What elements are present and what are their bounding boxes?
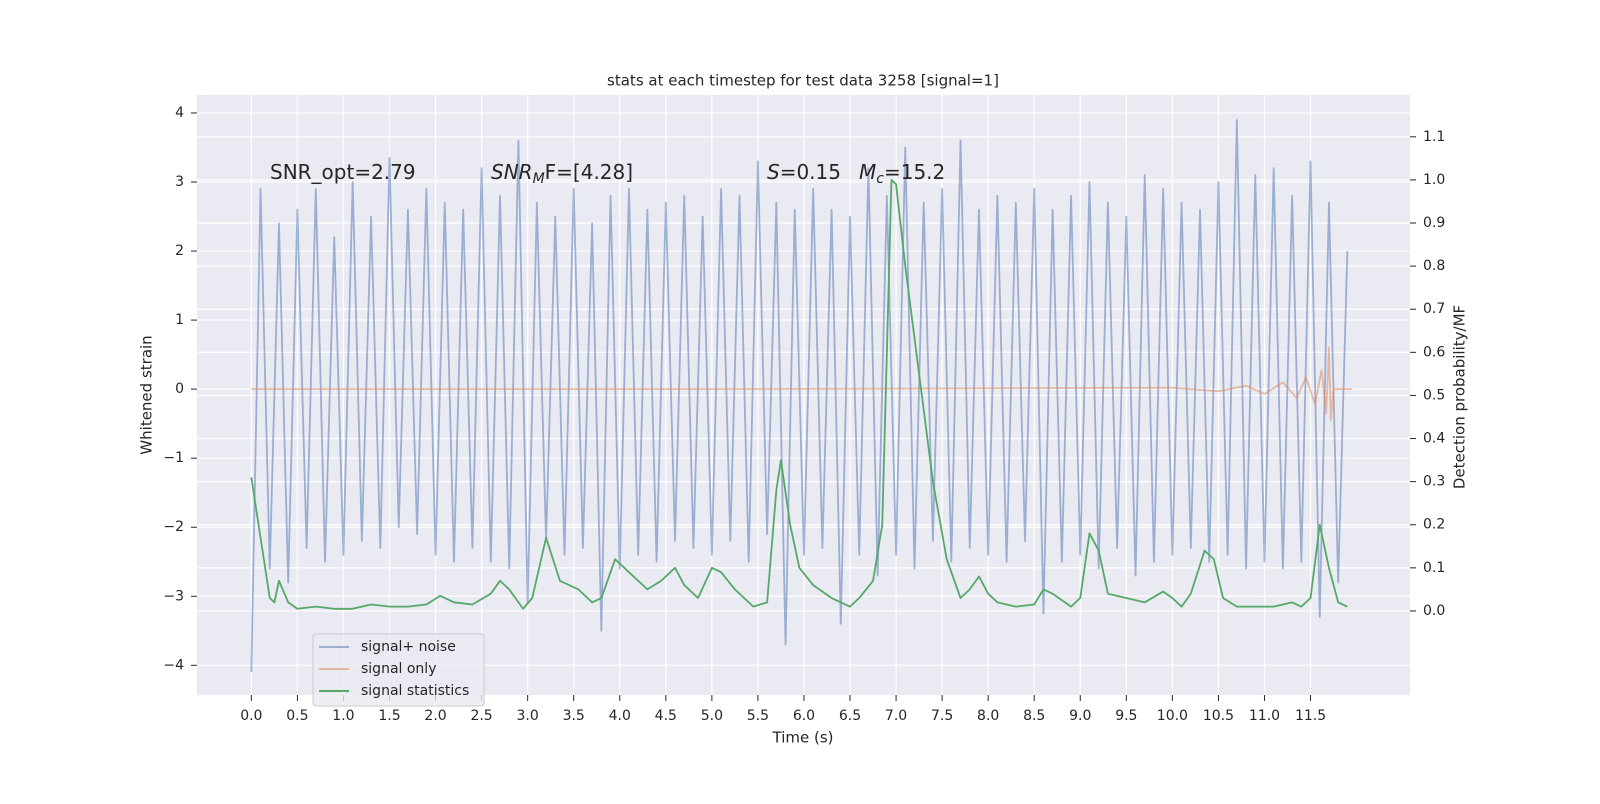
y2-tick-label: 0.2 [1423, 517, 1445, 533]
x-tick-label: 5.0 [701, 708, 723, 724]
x-tick-label: 1.5 [378, 708, 400, 724]
y-tick-label: −3 [163, 588, 184, 604]
y2-tick-label: 0.5 [1423, 387, 1445, 403]
annotation-part: SNR_opt=2.79 [270, 160, 416, 184]
x-tick-label: 9.5 [1115, 708, 1137, 724]
y2-axis-label: Detection probability/MF [1451, 305, 1469, 489]
x-tick-label: 1.0 [332, 708, 354, 724]
series-line [251, 346, 1352, 422]
annotation: SNRMF=[4.28] [491, 160, 633, 188]
annotation-part: F=[4.28] [545, 160, 633, 184]
annotation-part: SNR [491, 160, 533, 184]
y2-tick-label: 0.9 [1423, 215, 1445, 231]
x-tick-label: 4.5 [655, 708, 677, 724]
y2-tick-label: 1.1 [1423, 129, 1445, 145]
x-tick-label: 11.0 [1249, 708, 1280, 724]
y2-tick-label: 0.4 [1423, 431, 1445, 447]
x-tick-label: 7.5 [931, 708, 953, 724]
x-tick-label: 8.5 [1023, 708, 1045, 724]
y2-tick-label: 0.1 [1423, 560, 1445, 576]
legend-label: signal statistics [361, 683, 469, 699]
legend-box [312, 633, 485, 707]
annotation-part: c [876, 171, 884, 187]
x-tick-label: 7.0 [885, 708, 907, 724]
x-tick-label: 6.5 [839, 708, 861, 724]
x-tick-label: 3.5 [563, 708, 585, 724]
annotation-part: S [767, 160, 780, 184]
x-tick-label: 11.5 [1295, 708, 1326, 724]
x-tick-label: 0.5 [286, 708, 308, 724]
x-tick-label: 6.0 [793, 708, 815, 724]
chart-title: stats at each timestep for test data 325… [607, 72, 999, 90]
y-tick-label: 0 [175, 381, 184, 397]
annotation-part: =15.2 [884, 160, 945, 184]
y-tick-label: 4 [175, 105, 184, 121]
x-tick-label: 2.0 [424, 708, 446, 724]
x-tick-label: 2.5 [470, 708, 492, 724]
annotation-part: M [533, 171, 545, 187]
y2-tick-label: 0.7 [1423, 301, 1445, 317]
x-tick-label: 3.0 [517, 708, 539, 724]
y2-tick-label: 0.3 [1423, 474, 1445, 490]
annotation: S=0.15 [767, 160, 841, 184]
y2-tick-label: 1.0 [1423, 172, 1445, 188]
y-tick-label: −2 [163, 519, 184, 535]
y-tick-label: 1 [175, 312, 184, 328]
annotation-part: M [859, 160, 876, 184]
x-tick-label: 10.0 [1157, 708, 1188, 724]
y2-tick-label: 0.6 [1423, 344, 1445, 360]
legend-label: signal only [361, 661, 436, 677]
x-tick-label: 9.0 [1069, 708, 1091, 724]
annotation: SNR_opt=2.79 [270, 160, 416, 184]
x-tick-label: 10.5 [1203, 708, 1234, 724]
y-axis-label: Whitened strain [138, 335, 156, 454]
series-line [250, 179, 1348, 610]
series-line [250, 118, 1349, 673]
y-tick-label: −4 [163, 657, 184, 673]
y-tick-label: 2 [175, 243, 184, 259]
y2-tick-label: 0.8 [1423, 258, 1445, 274]
x-tick-label: 5.5 [747, 708, 769, 724]
x-tick-label: 0.0 [240, 708, 262, 724]
annotation: Mc=15.2 [859, 160, 945, 188]
legend-label: signal+ noise [361, 639, 456, 655]
y-tick-label: 3 [175, 174, 184, 190]
x-tick-label: 4.0 [609, 708, 631, 724]
x-axis-label: Time (s) [772, 729, 834, 747]
x-tick-label: 8.0 [977, 708, 999, 724]
y-tick-label: −1 [163, 450, 184, 466]
y2-tick-label: 0.0 [1423, 603, 1445, 619]
annotation-part: =0.15 [780, 160, 841, 184]
